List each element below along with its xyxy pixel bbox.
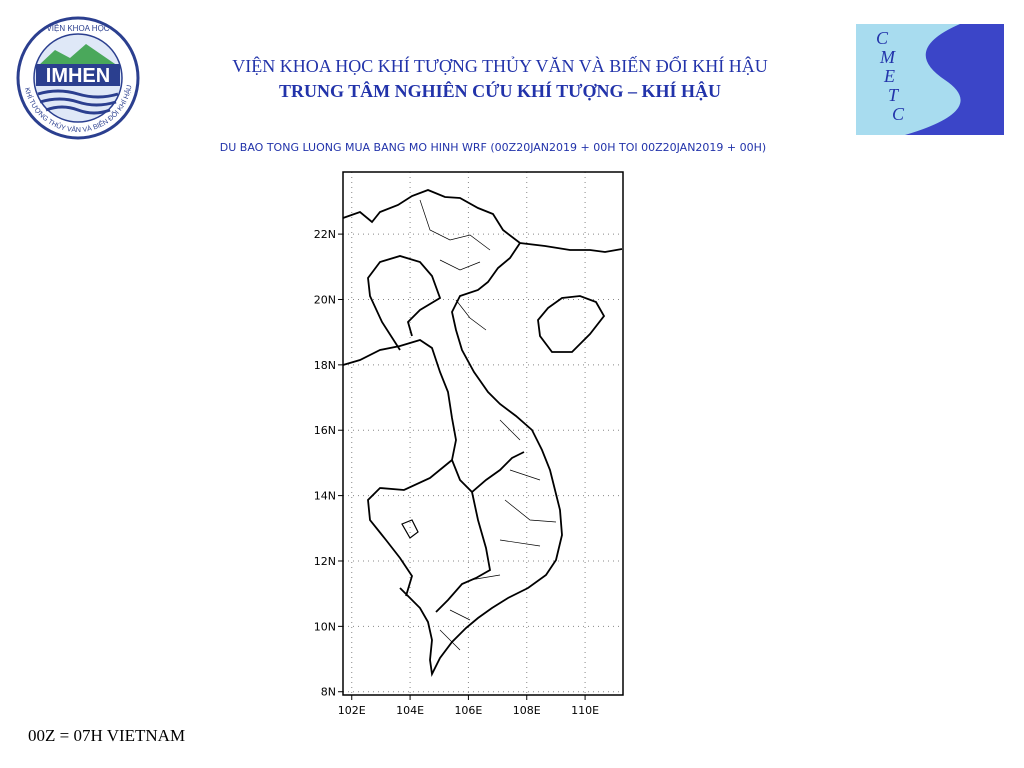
map-outline (342, 189, 623, 677)
lat-label: 16N (314, 424, 336, 437)
map-title: DU BAO TONG LUONG MUA BANG MO HINH WRF (… (220, 141, 766, 154)
logo-letter: E (883, 66, 895, 86)
logo-top: VIỆN KHOA HỌC (46, 24, 109, 33)
logo-name: IMHEN (46, 65, 110, 87)
lat-label: 20N (314, 293, 336, 306)
logo-letter: T (888, 85, 900, 105)
lat-label: 22N (314, 228, 336, 241)
lon-label: 106E (454, 704, 482, 717)
map-frame (342, 171, 624, 696)
lat-label: 14N (314, 490, 336, 503)
logo-letter: C (892, 104, 905, 124)
imhen-logo: IMHEN VIỆN KHOA HỌC KHÍ TƯỢNG THỦY VĂN V… (16, 16, 140, 140)
lon-label: 110E (571, 704, 599, 717)
lat-label: 10N (314, 620, 336, 633)
lon-label: 108E (513, 704, 541, 717)
center-title: TRUNG TÂM NGHIÊN CỨU KHÍ TƯỢNG – KHÍ HẬU (279, 80, 721, 101)
province-lines (419, 199, 557, 651)
footer-note: 00Z = 07H VIETNAM (28, 726, 185, 745)
lon-label: 102E (338, 704, 366, 717)
grid (338, 172, 623, 700)
lat-label: 8N (321, 686, 336, 699)
logo-letter: C (876, 28, 889, 48)
lat-label: 18N (314, 359, 336, 372)
logo-letter: M (879, 47, 896, 67)
lon-label: 104E (396, 704, 424, 717)
institute-title: VIỆN KHOA HỌC KHÍ TƯỢNG THỦY VĂN VÀ BIẾN… (232, 55, 767, 76)
lat-label: 12N (314, 555, 336, 568)
